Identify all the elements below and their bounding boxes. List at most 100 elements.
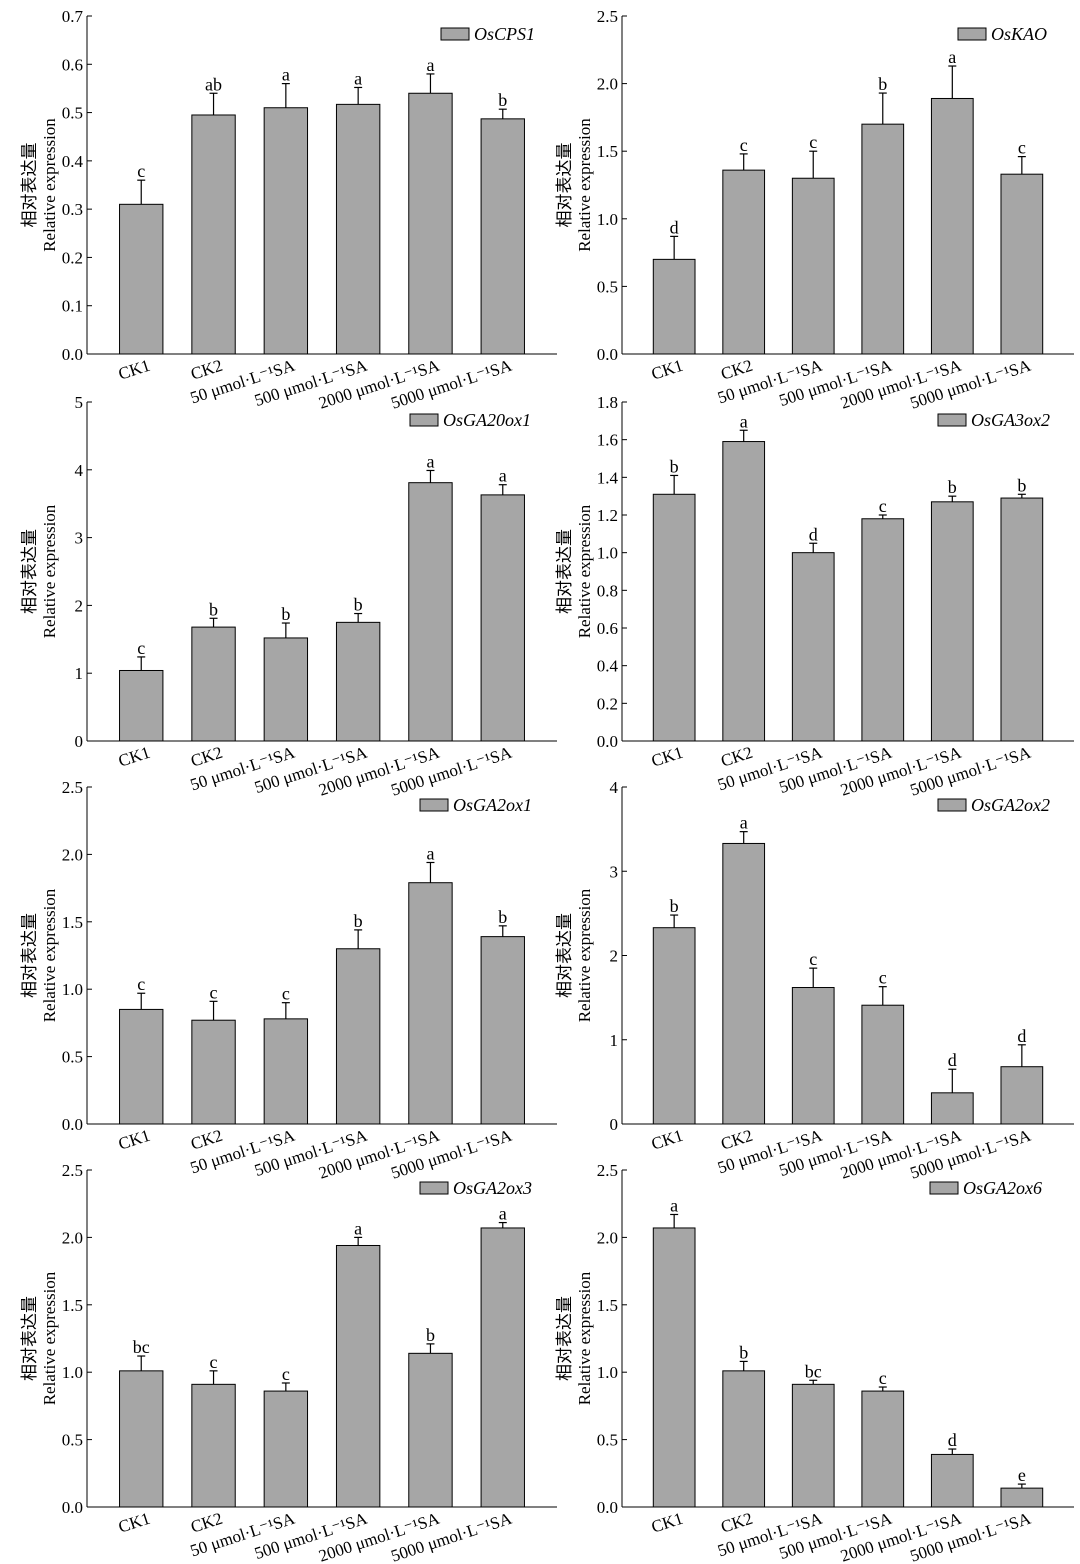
y-tick-label: 0.5	[62, 1431, 83, 1450]
y-tick-label: 2.0	[62, 1228, 83, 1247]
significance-letter: a	[354, 1218, 362, 1238]
y-tick-label: 1.8	[597, 393, 618, 412]
y-tick-label: 0.1	[62, 297, 83, 316]
y-tick-label: 1.0	[597, 210, 618, 229]
significance-letter: a	[282, 65, 290, 85]
bar-2000 μmol·L⁻¹SA	[408, 882, 453, 1125]
chart-panel-OsCPS1: 0.0 0.1 0.2 0.3 0.4 0.5 0.6 0.7 相对表达量Relative ex…	[20, 7, 557, 413]
legend-swatch	[929, 1181, 959, 1195]
significance-letter: d	[948, 1430, 957, 1450]
significance-letter: c	[879, 968, 887, 988]
y-axis-label: 相对表达量Relative expression	[555, 118, 594, 252]
significance-letter: c	[282, 984, 290, 1004]
significance-letter: b	[354, 595, 363, 615]
significance-letter: d	[948, 1050, 957, 1070]
legend-swatch	[419, 1181, 449, 1195]
significance-letter: a	[740, 411, 748, 431]
significance-letter: a	[740, 813, 748, 833]
y-tick-label: 4	[610, 778, 619, 797]
significance-letter: b	[739, 1342, 748, 1362]
y-tick-label: 1	[610, 1031, 619, 1050]
significance-letter: a	[426, 55, 434, 75]
bar-500 μmol·L⁻¹SA	[335, 1244, 381, 1508]
legend-label: OsGA2ox6	[963, 1178, 1042, 1198]
y-tick-label: 0	[75, 732, 84, 751]
bar-CK1	[119, 669, 164, 742]
y-tick-label: 2.5	[62, 778, 83, 797]
significance-letter: b	[209, 599, 218, 619]
bar-50 μmol·L⁻¹SA	[791, 177, 835, 355]
legend-label: OsCPS1	[474, 24, 535, 44]
significance-letter: b	[498, 907, 507, 927]
y-tick-label: 0.7	[62, 7, 84, 26]
bar-CK2	[191, 1383, 236, 1508]
significance-letter: b	[426, 1325, 435, 1345]
significance-letter: b	[670, 896, 679, 916]
bar-50 μmol·L⁻¹SA	[791, 987, 835, 1125]
bar-CK1	[119, 203, 164, 355]
bar-CK2	[191, 626, 236, 742]
bar-50 μmol·L⁻¹SA	[263, 107, 309, 355]
y-axis-label-en: Relative expression	[575, 504, 594, 638]
significance-letter: a	[354, 68, 362, 88]
y-tick-label: 0.0	[597, 732, 618, 751]
y-tick-label: 2.0	[597, 75, 618, 94]
y-tick-label: 0.4	[597, 657, 619, 676]
y-axis-label-cn: 相对表达量	[20, 143, 40, 228]
significance-letter: c	[137, 974, 145, 994]
y-tick-label: 1.4	[597, 468, 619, 487]
y-tick-label: 0.6	[597, 619, 618, 638]
significance-letter: bc	[805, 1361, 822, 1381]
y-tick-label: 4	[75, 461, 84, 480]
chart-panel-OsGA2ox3: 0.0 0.5 1.0 1.5 2.0 2.5 相对表达量Relative expressi…	[20, 1161, 557, 1564]
significance-letter: d	[670, 217, 679, 237]
y-axis-label: 相对表达量Relative expression	[20, 1271, 59, 1405]
significance-letter: c	[809, 949, 817, 969]
y-tick-label: 0.2	[62, 248, 83, 267]
bar-500 μmol·L⁻¹SA	[335, 103, 381, 355]
bar-5000 μmol·L⁻¹SA	[1000, 1487, 1044, 1508]
significance-letter: c	[137, 638, 145, 658]
y-tick-label: 2.5	[62, 1161, 83, 1180]
bar-CK2	[722, 842, 766, 1125]
y-tick-label: 1.0	[597, 1363, 618, 1382]
y-tick-label: 2.0	[597, 1228, 618, 1247]
y-tick-label: 0.0	[597, 1498, 618, 1517]
y-axis-label-en: Relative expression	[575, 1271, 594, 1405]
bar-CK2	[722, 441, 766, 742]
y-tick-label: 0.0	[62, 345, 83, 364]
bar-CK1	[119, 1008, 164, 1125]
y-axis-label-en: Relative expression	[40, 504, 59, 638]
significance-letter: c	[879, 1368, 887, 1388]
significance-letter: b	[948, 477, 957, 497]
bar-CK2	[722, 169, 766, 355]
bar-2000 μmol·L⁻¹SA	[930, 1092, 974, 1125]
bar-500 μmol·L⁻¹SA	[861, 518, 905, 742]
y-tick-label: 1.0	[62, 980, 83, 999]
significance-letter: a	[499, 1204, 507, 1224]
y-tick-label: 2.5	[597, 1161, 618, 1180]
significance-letter: a	[426, 451, 434, 471]
significance-letter: a	[426, 843, 434, 863]
y-tick-label: 1.6	[597, 431, 618, 450]
y-tick-label: 1	[75, 664, 84, 683]
y-tick-label: 5	[75, 393, 84, 412]
chart-panel-OsGA3ox2: 0.0 0.2 0.4 0.6 0.8 1.0 1.2 1.4 1.6 1.8 相对表达量Relat…	[555, 393, 1074, 800]
y-tick-label: 1.2	[597, 506, 618, 525]
y-axis-label-cn: 相对表达量	[555, 913, 575, 998]
bar-5000 μmol·L⁻¹SA	[480, 118, 525, 355]
bar-2000 μmol·L⁻¹SA	[408, 1352, 453, 1508]
y-tick-label: 0.0	[62, 1115, 83, 1134]
bar-50 μmol·L⁻¹SA	[263, 1018, 309, 1125]
bar-5000 μmol·L⁻¹SA	[1000, 173, 1044, 355]
y-tick-label: 0	[610, 1115, 619, 1134]
y-axis-label-cn: 相对表达量	[555, 143, 575, 228]
x-tick-label: CK1	[116, 356, 152, 384]
significance-letter: b	[670, 456, 679, 476]
y-axis-label: 相对表达量Relative expression	[555, 504, 594, 638]
bar-50 μmol·L⁻¹SA	[263, 637, 309, 742]
bar-2000 μmol·L⁻¹SA	[930, 1453, 974, 1508]
significance-letter: a	[670, 1195, 678, 1215]
significance-letter: b	[281, 604, 290, 624]
